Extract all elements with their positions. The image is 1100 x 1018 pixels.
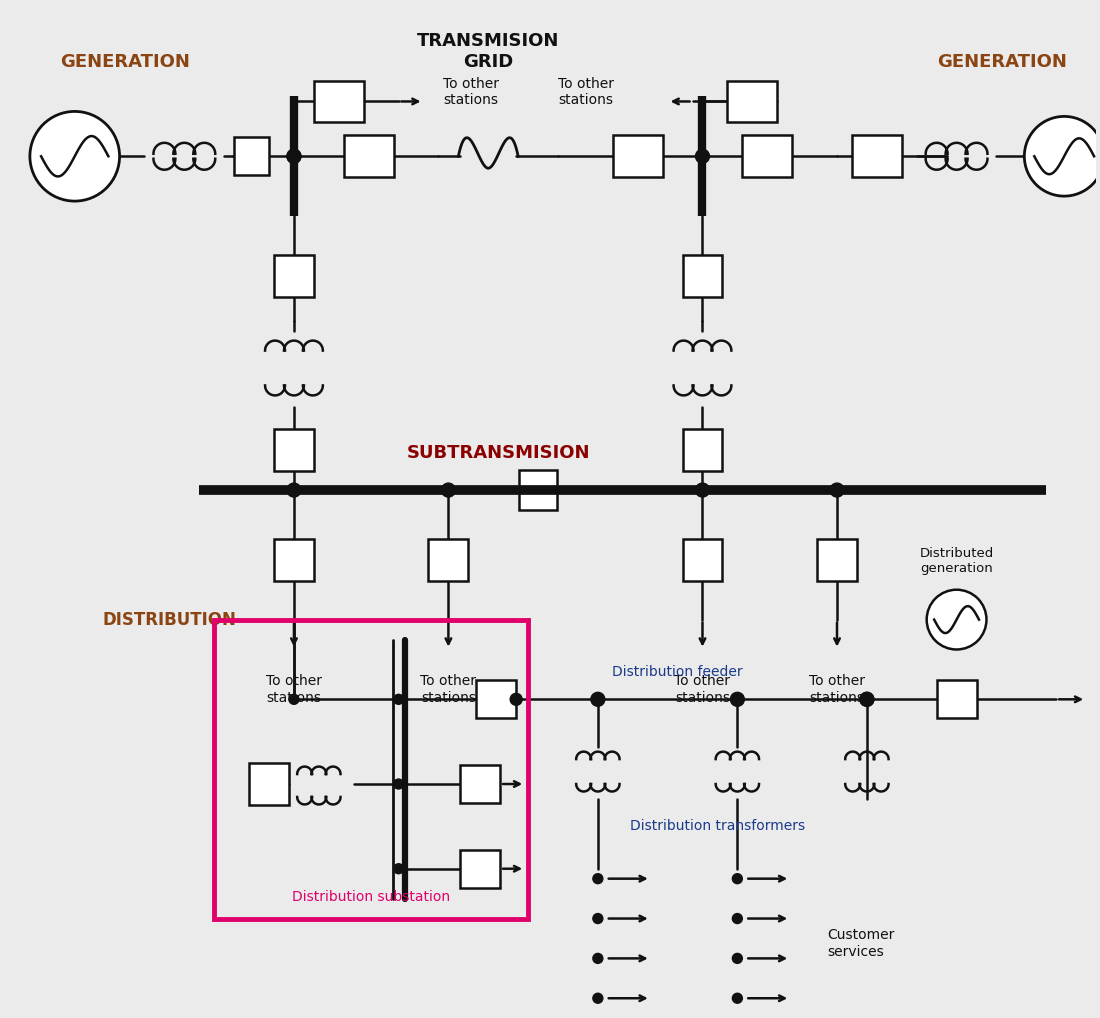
Circle shape <box>591 692 605 706</box>
Bar <box>344 135 394 177</box>
Circle shape <box>695 150 710 163</box>
Bar <box>314 80 364 122</box>
Text: To other
stations: To other stations <box>808 674 865 704</box>
Circle shape <box>1024 116 1100 196</box>
Circle shape <box>730 692 745 706</box>
Text: DISTRIBUTION: DISTRIBUTION <box>102 611 236 628</box>
Bar <box>817 539 857 580</box>
Text: To other
stations: To other stations <box>674 674 730 704</box>
Circle shape <box>593 994 603 1003</box>
Bar <box>683 539 723 580</box>
Text: Customer
services: Customer services <box>827 928 894 959</box>
Circle shape <box>733 954 742 963</box>
Bar <box>249 764 289 805</box>
Bar <box>233 137 268 175</box>
Bar <box>476 680 516 719</box>
Bar <box>683 254 723 297</box>
Circle shape <box>860 692 873 706</box>
Text: To other
stations: To other stations <box>443 76 499 107</box>
Circle shape <box>733 913 742 923</box>
Bar <box>429 539 469 580</box>
Circle shape <box>593 913 603 923</box>
Circle shape <box>30 111 120 202</box>
Circle shape <box>830 484 844 497</box>
Bar <box>851 135 902 177</box>
Circle shape <box>695 484 710 497</box>
Bar <box>683 430 723 471</box>
Circle shape <box>733 994 742 1003</box>
Circle shape <box>287 150 301 163</box>
Circle shape <box>860 692 873 706</box>
Text: Distribution transformers: Distribution transformers <box>630 818 805 833</box>
Circle shape <box>394 694 404 704</box>
Bar <box>519 470 557 510</box>
Bar <box>274 430 313 471</box>
Text: To other
stations: To other stations <box>266 674 322 704</box>
Circle shape <box>926 589 987 649</box>
Circle shape <box>441 484 455 497</box>
Text: Distribution substation: Distribution substation <box>293 890 450 904</box>
Bar <box>214 620 528 918</box>
Circle shape <box>593 873 603 884</box>
Circle shape <box>593 954 603 963</box>
Circle shape <box>287 484 301 497</box>
Circle shape <box>289 694 299 704</box>
Text: To other
stations: To other stations <box>558 76 614 107</box>
Text: Distributed
generation: Distributed generation <box>920 547 993 575</box>
Text: Distribution feeder: Distribution feeder <box>613 666 742 679</box>
Text: GENERATION: GENERATION <box>59 53 189 70</box>
Text: GENERATION: GENERATION <box>936 53 1067 70</box>
Bar <box>274 539 313 580</box>
Circle shape <box>394 779 404 789</box>
Circle shape <box>510 693 522 705</box>
Circle shape <box>394 863 404 873</box>
Text: TRANSMISION
GRID: TRANSMISION GRID <box>417 32 560 70</box>
Circle shape <box>287 150 301 163</box>
Bar <box>727 80 778 122</box>
Text: To other
stations: To other stations <box>420 674 476 704</box>
Bar <box>742 135 792 177</box>
Bar <box>461 850 500 888</box>
Text: SUBTRANSMISION: SUBTRANSMISION <box>407 444 590 462</box>
Bar <box>461 766 500 803</box>
Bar <box>936 680 977 719</box>
Bar <box>613 135 662 177</box>
Bar <box>274 254 313 297</box>
Circle shape <box>733 873 742 884</box>
